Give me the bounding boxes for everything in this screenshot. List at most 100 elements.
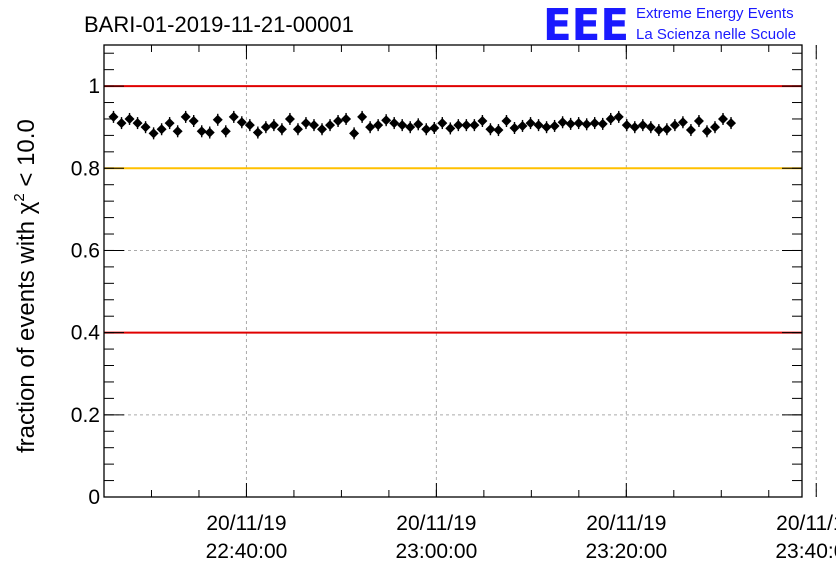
data-point: [172, 125, 183, 138]
data-point: [196, 125, 207, 138]
data-point: [493, 124, 504, 137]
y-tick-label: 0.8: [71, 157, 100, 180]
point-marker: [325, 120, 336, 131]
data-point: [413, 118, 424, 131]
point-marker: [661, 124, 672, 135]
data-point: [469, 119, 480, 132]
point-marker: [397, 120, 408, 131]
point-marker: [613, 111, 624, 122]
point-marker: [549, 120, 560, 131]
point-marker: [621, 120, 632, 131]
point-marker: [276, 124, 287, 135]
point-marker: [718, 113, 729, 124]
data-point: [501, 115, 512, 128]
logo-letters: EEE: [543, 0, 629, 51]
data-point: [333, 115, 344, 128]
data-point: [349, 127, 360, 140]
point-marker: [300, 118, 311, 129]
y-tick-label: 0: [88, 486, 100, 509]
reference-lines: [104, 85, 802, 334]
point-marker: [453, 120, 464, 131]
point-marker: [557, 117, 568, 128]
data-point: [525, 117, 536, 130]
point-marker: [365, 122, 376, 133]
data-point: [726, 117, 737, 130]
data-point: [357, 110, 368, 123]
x-tick-date: 20/11/19: [396, 512, 476, 535]
point-marker: [212, 114, 223, 125]
data-point: [445, 122, 456, 135]
point-marker: [140, 122, 151, 133]
data-point: [653, 124, 664, 137]
data-point: [180, 110, 191, 123]
point-marker: [148, 128, 159, 139]
x-tick-time: 23:00:00: [396, 540, 478, 563]
point-marker: [429, 123, 440, 134]
point-marker: [341, 113, 352, 124]
data-point: [373, 119, 384, 132]
data-point: [317, 123, 328, 136]
data-point: [116, 117, 127, 130]
data-point: [597, 117, 608, 130]
point-marker: [477, 116, 488, 127]
data-point: [461, 119, 472, 132]
y-label-prefix: fraction of events with: [13, 214, 40, 453]
data-point: [268, 119, 279, 132]
data-point: [325, 119, 336, 132]
data-point: [485, 123, 496, 136]
point-marker: [180, 111, 191, 122]
point-marker: [116, 118, 127, 129]
data-point: [381, 114, 392, 127]
data-point: [292, 123, 303, 136]
data-point: [509, 122, 520, 135]
point-marker: [581, 119, 592, 130]
data-point: [573, 117, 584, 130]
point-marker: [228, 111, 239, 122]
data-point: [661, 123, 672, 136]
chart-title: BARI-01-2019-11-21-00001: [84, 12, 354, 37]
data-point: [405, 121, 416, 134]
x-tick-time: 23:40:00: [775, 540, 836, 563]
point-marker: [188, 116, 199, 127]
point-marker: [573, 118, 584, 129]
point-marker: [220, 126, 231, 137]
point-marker: [726, 118, 737, 129]
data-point: [669, 119, 680, 132]
point-marker: [589, 118, 600, 129]
point-marker: [437, 118, 448, 129]
point-marker: [525, 118, 536, 129]
data-point: [140, 121, 151, 134]
point-marker: [260, 122, 271, 133]
point-marker: [565, 118, 576, 129]
point-marker: [405, 122, 416, 133]
data-point: [365, 121, 376, 134]
data-point: [124, 112, 135, 125]
point-marker: [164, 118, 175, 129]
x-tick-date: 20/11/19: [206, 512, 286, 535]
point-marker: [605, 113, 616, 124]
data-point: [389, 117, 400, 130]
data-point: [477, 115, 488, 128]
point-marker: [501, 116, 512, 127]
point-marker: [645, 122, 656, 133]
point-marker: [196, 126, 207, 137]
point-marker: [268, 120, 279, 131]
data-point: [260, 121, 271, 134]
y-tick-labels: 0 0.2 0.4 0.6 0.8 1: [71, 75, 101, 509]
point-marker: [597, 118, 608, 129]
x-tick-time: 23:20:00: [585, 540, 667, 563]
data-point: [718, 112, 729, 125]
data-point: [236, 116, 247, 129]
point-marker: [533, 120, 544, 131]
data-point: [132, 117, 143, 130]
point-marker: [204, 127, 215, 138]
x-tick-date: 20/11/19: [776, 512, 836, 535]
data-point: [549, 119, 560, 132]
data-point: [685, 124, 696, 137]
data-point: [557, 116, 568, 129]
y-tick-label: 0.2: [71, 404, 100, 427]
point-marker: [469, 120, 480, 131]
data-point: [108, 110, 119, 123]
y-axis-label: fraction of events with χ2 < 10.0: [11, 119, 40, 453]
point-marker: [461, 120, 472, 131]
